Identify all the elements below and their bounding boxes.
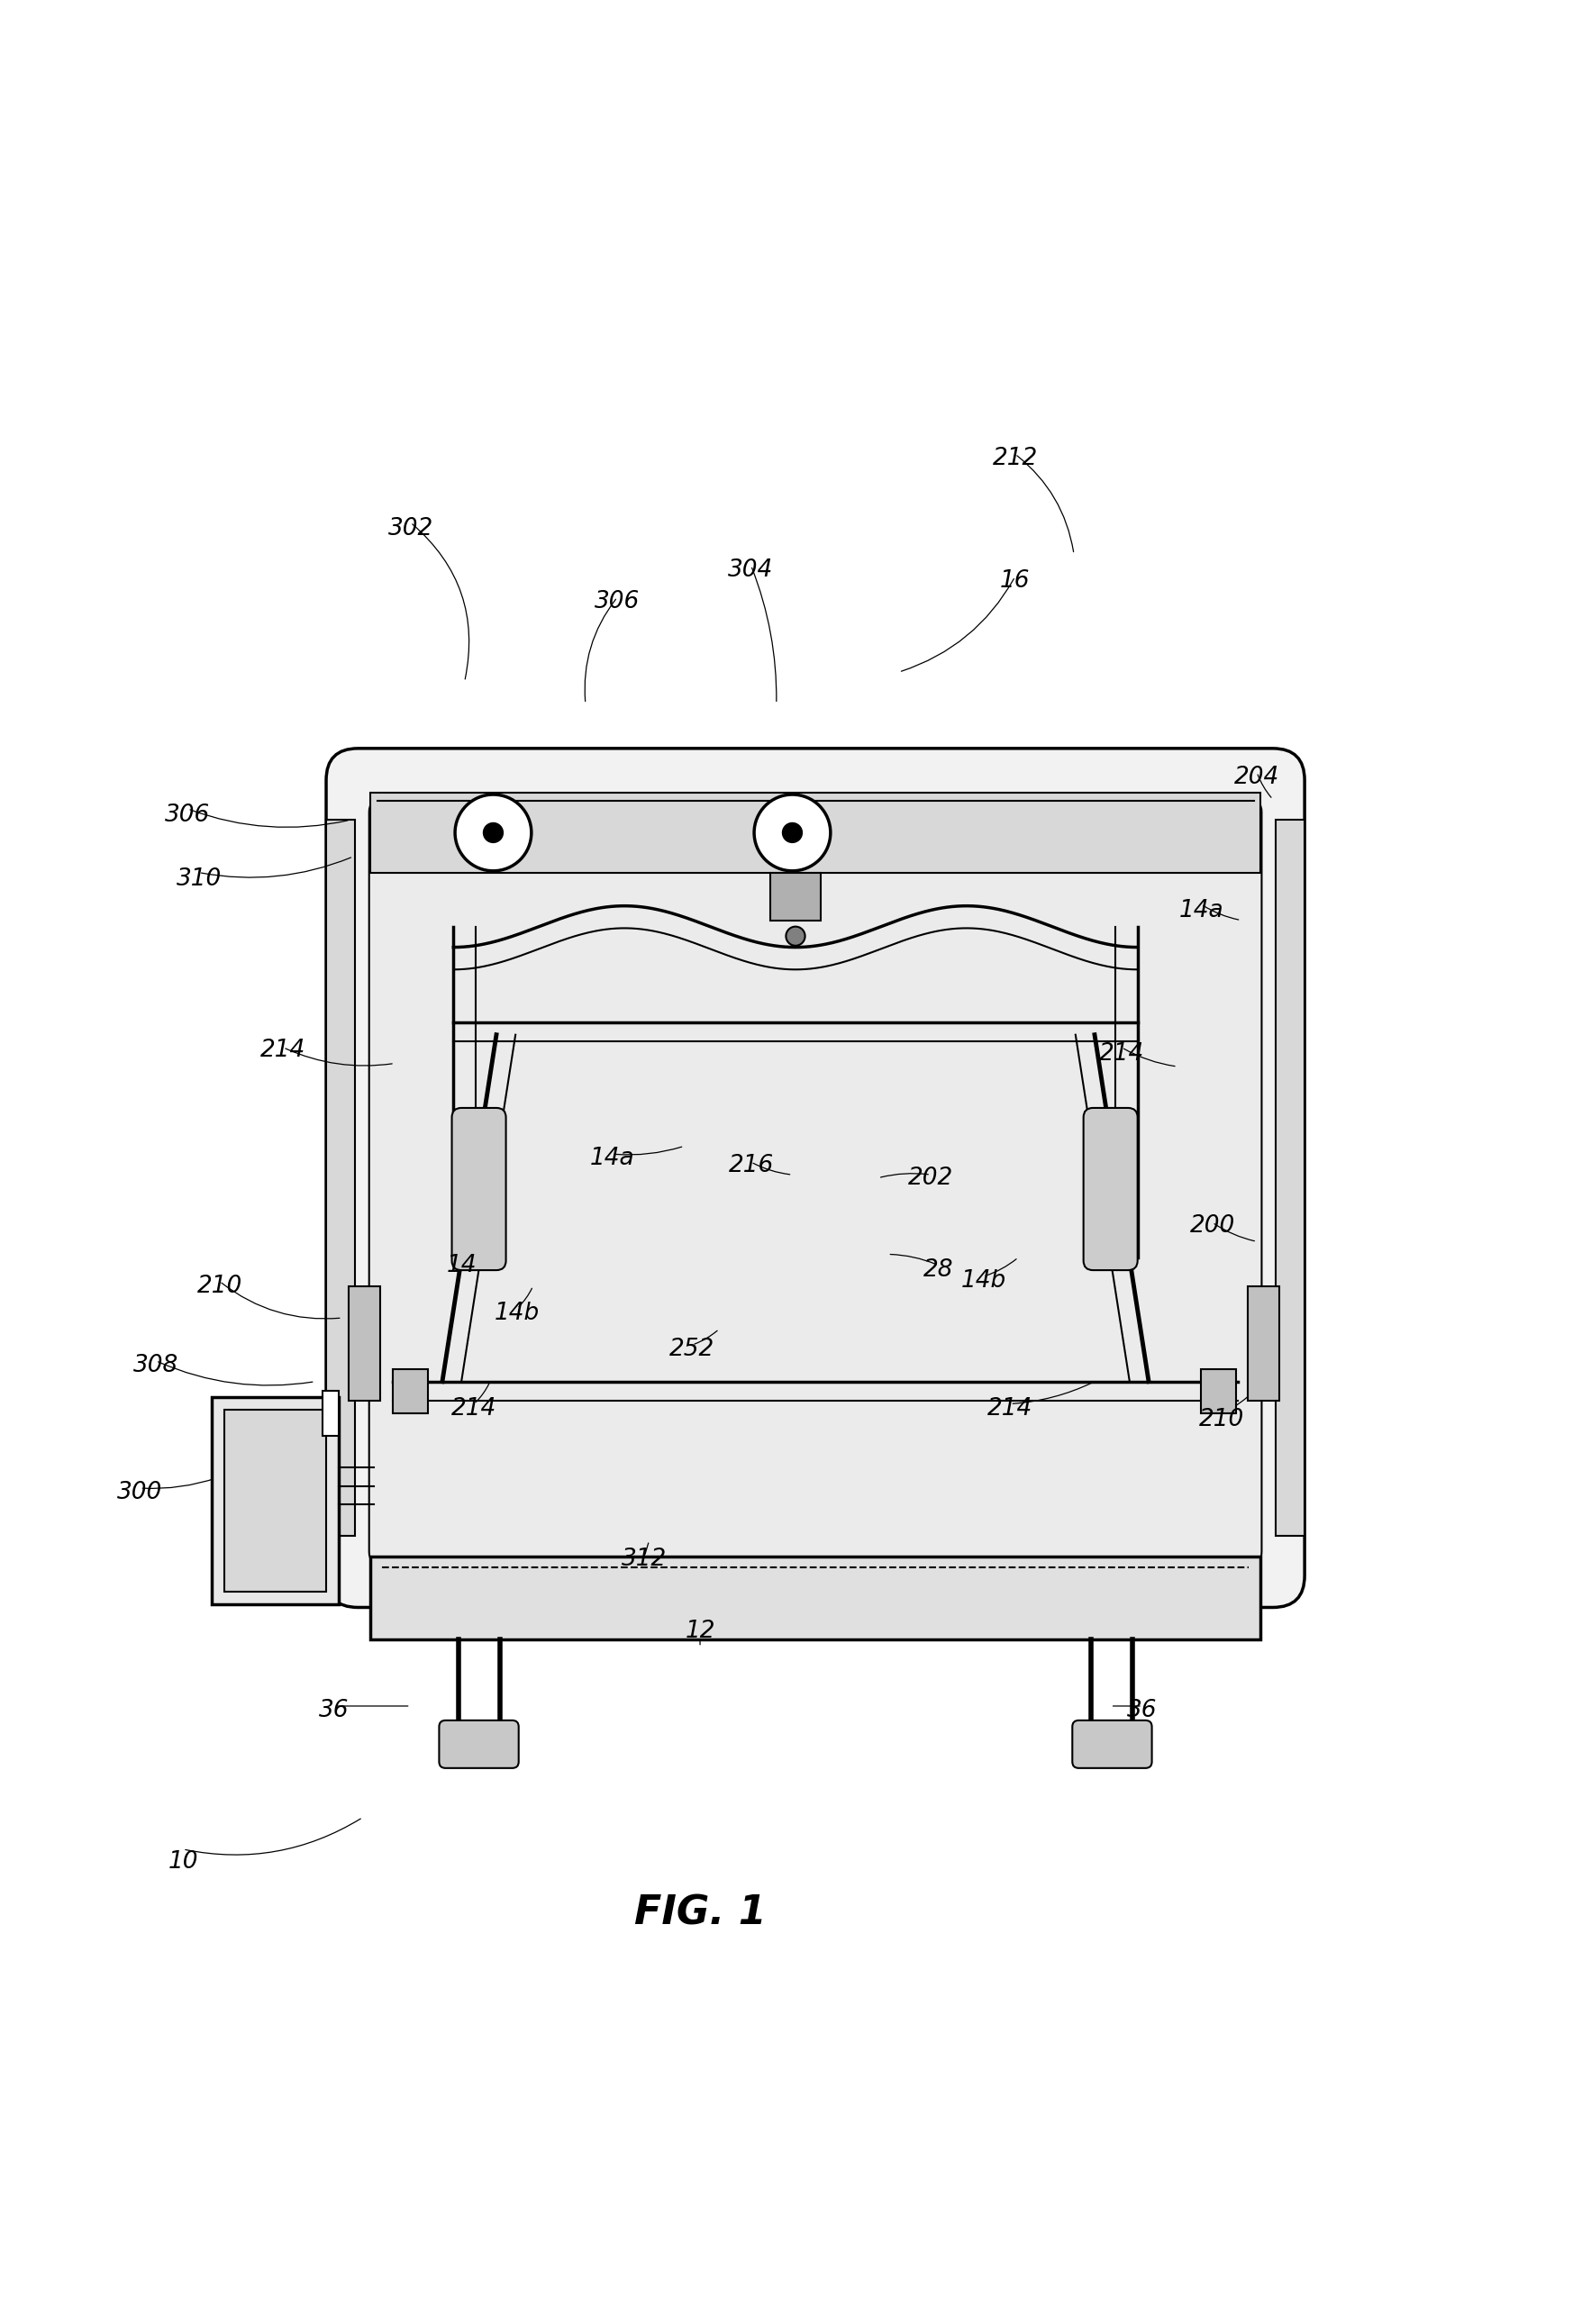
Bar: [1247, 1285, 1279, 1401]
Text: 200: 200: [1190, 1213, 1235, 1236]
Text: 216: 216: [729, 1153, 773, 1176]
FancyBboxPatch shape: [1083, 1109, 1138, 1271]
Circle shape: [783, 823, 802, 841]
Bar: [1201, 1369, 1236, 1413]
Text: 210: 210: [197, 1274, 242, 1297]
Circle shape: [484, 823, 503, 841]
FancyBboxPatch shape: [452, 1109, 506, 1271]
Text: 202: 202: [908, 1167, 953, 1190]
FancyBboxPatch shape: [326, 748, 1305, 1608]
Text: 214: 214: [452, 1397, 496, 1420]
Bar: [323, 1392, 339, 1436]
Bar: [1276, 820, 1305, 1536]
Text: 14b: 14b: [495, 1301, 539, 1325]
Text: 306: 306: [595, 590, 640, 614]
Circle shape: [786, 927, 805, 946]
Text: 304: 304: [729, 558, 773, 581]
Text: 214: 214: [261, 1039, 305, 1062]
Bar: [224, 1411, 326, 1592]
Text: 36: 36: [320, 1699, 348, 1722]
Text: 14: 14: [447, 1253, 476, 1278]
Text: 308: 308: [134, 1355, 178, 1378]
Text: 204: 204: [1235, 765, 1279, 788]
Text: 214: 214: [1099, 1041, 1144, 1064]
Text: 36: 36: [1128, 1699, 1157, 1722]
Bar: [326, 820, 355, 1536]
Bar: [348, 1285, 380, 1401]
Text: 14b: 14b: [961, 1269, 1006, 1292]
Bar: [371, 792, 1260, 872]
Text: 306: 306: [165, 804, 210, 827]
Bar: [371, 1557, 1260, 1638]
Text: 10: 10: [169, 1850, 197, 1873]
Circle shape: [455, 795, 531, 872]
Text: 300: 300: [118, 1480, 162, 1504]
Text: 210: 210: [1200, 1408, 1244, 1432]
FancyBboxPatch shape: [439, 1720, 519, 1769]
Text: FIG. 1: FIG. 1: [633, 1894, 767, 1931]
Text: 14a: 14a: [590, 1148, 635, 1171]
Bar: [212, 1397, 339, 1604]
Text: 214: 214: [988, 1397, 1033, 1420]
Text: 302: 302: [388, 518, 433, 541]
FancyBboxPatch shape: [1072, 1720, 1152, 1769]
FancyBboxPatch shape: [369, 799, 1262, 1564]
Bar: [393, 1369, 428, 1413]
Text: 12: 12: [686, 1620, 714, 1643]
Text: 14a: 14a: [1179, 899, 1223, 923]
Bar: [770, 872, 821, 920]
Text: 28: 28: [924, 1260, 953, 1283]
Text: 212: 212: [993, 446, 1037, 469]
Text: 252: 252: [670, 1339, 714, 1362]
Text: 16: 16: [1001, 569, 1029, 593]
Text: 312: 312: [622, 1548, 667, 1571]
Text: 310: 310: [177, 867, 221, 890]
Circle shape: [754, 795, 831, 872]
